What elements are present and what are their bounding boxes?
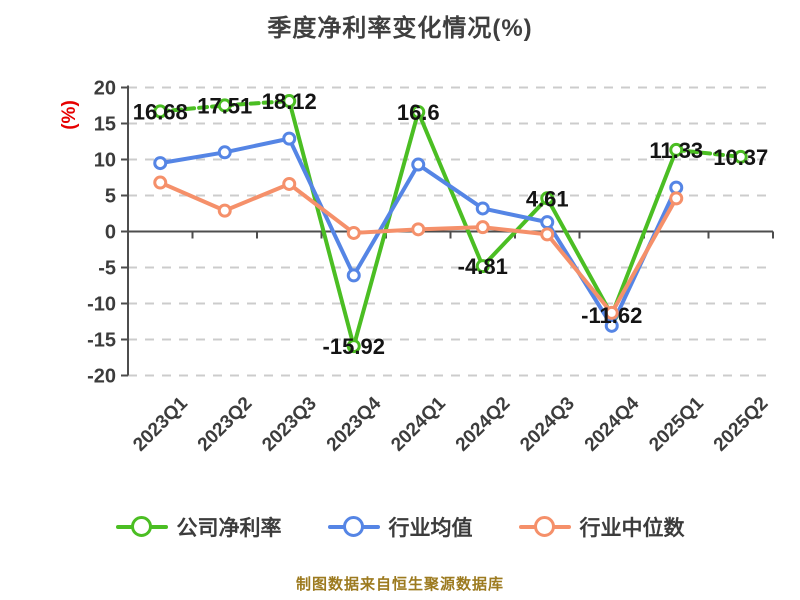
data-point-company	[669, 142, 684, 157]
data-label: -4.81	[458, 254, 508, 279]
data-point-industry-median	[153, 175, 168, 190]
x-tick-label: 2023Q4	[323, 393, 386, 456]
data-point-company	[282, 94, 297, 109]
x-tick-label: 2025Q1	[645, 393, 708, 456]
x-tick-label: 2024Q1	[387, 393, 450, 456]
x-tick-label: 2023Q3	[258, 393, 321, 456]
series-industry-median-line	[153, 175, 684, 320]
x-tick-label: 2023Q2	[194, 393, 257, 456]
data-point-company	[153, 104, 168, 119]
data-label: 18.12	[262, 89, 317, 114]
y-tick-label: -20	[87, 366, 116, 388]
data-point-industry-avg	[217, 145, 232, 160]
y-tick-label: 5	[105, 186, 116, 208]
data-label: -11.62	[581, 303, 642, 328]
data-point-company	[411, 104, 426, 119]
x-tick-label: 2025Q2	[710, 393, 773, 456]
data-point-industry-avg	[411, 157, 426, 172]
data-label: 10.37	[713, 145, 768, 170]
data-point-industry-avg	[540, 215, 555, 230]
data-point-industry-median	[282, 176, 297, 191]
data-point-industry-median	[540, 227, 555, 242]
data-point-company	[733, 149, 748, 164]
gridlines	[128, 86, 773, 377]
x-tick-label: 2023Q1	[129, 393, 192, 456]
y-tick-label: 10	[94, 150, 116, 172]
data-point-industry-avg	[604, 318, 619, 333]
data-point-company	[540, 191, 555, 206]
legend-item-company[interactable]: 公司净利率	[115, 512, 282, 542]
legend: 公司净利率 行业均值 行业中位数	[0, 512, 800, 542]
x-tick-label: 2024Q4	[581, 393, 644, 456]
data-source-note: 制图数据来自恒生聚源数据库	[295, 576, 504, 593]
legend-label-industry-median: 行业中位数	[579, 517, 685, 540]
legend-label-company: 公司净利率	[176, 517, 282, 540]
data-label: 4.61	[526, 186, 569, 211]
data-label: 16.68	[133, 99, 188, 124]
data-point-industry-median	[475, 220, 490, 235]
chart-title: 季度净利率变化情况(%)	[267, 15, 533, 42]
x-tick-label: 2024Q2	[452, 393, 515, 456]
y-tick-label: -5	[98, 258, 116, 280]
data-label: 17.51	[197, 93, 252, 118]
legend-item-industry-avg[interactable]: 行业均值	[327, 512, 473, 542]
series-company-line	[153, 94, 748, 354]
industry-avg-series-marker-icon	[327, 516, 380, 538]
data-point-company	[217, 98, 232, 113]
y-tick-label: 15	[94, 114, 116, 136]
company-series-marker-icon	[115, 516, 168, 538]
data-label: 11.33	[649, 138, 703, 163]
data-point-industry-median	[669, 191, 684, 206]
data-point-industry-avg	[475, 201, 490, 216]
data-point-industry-avg	[282, 131, 297, 146]
data-label: 16.6	[397, 100, 440, 125]
x-tick-label: 2024Q3	[516, 393, 579, 456]
data-point-industry-median	[604, 305, 619, 320]
x-axis: 2023Q1 2023Q2 2023Q3 2023Q4 2024Q1 2024Q2 2024…	[127, 230, 774, 456]
legend-label-industry-avg: 行业均值	[388, 517, 473, 540]
data-point-industry-median	[346, 225, 361, 240]
legend-item-industry-median[interactable]: 行业中位数	[518, 512, 685, 542]
data-point-company	[346, 339, 361, 354]
y-tick-label: 0	[105, 222, 116, 244]
industry-median-series-marker-icon	[518, 516, 571, 538]
y-axis: 20 15 10 5 0 -5 -10 -15 -20	[87, 78, 129, 388]
data-point-industry-avg	[346, 268, 361, 283]
data-point-industry-median	[217, 203, 232, 218]
data-point-industry-avg	[153, 156, 168, 171]
data-point-company	[475, 259, 490, 274]
y-tick-label: -10	[87, 294, 116, 316]
y-tick-label: -15	[87, 330, 116, 352]
data-label: -15.92	[323, 334, 385, 359]
y-tick-label: 20	[94, 78, 116, 100]
data-point-industry-median	[411, 222, 426, 237]
series-company-labels: 16.68 17.51 18.12 -15.92 16.6 -4.81 4.61 -11.62…	[133, 89, 769, 359]
